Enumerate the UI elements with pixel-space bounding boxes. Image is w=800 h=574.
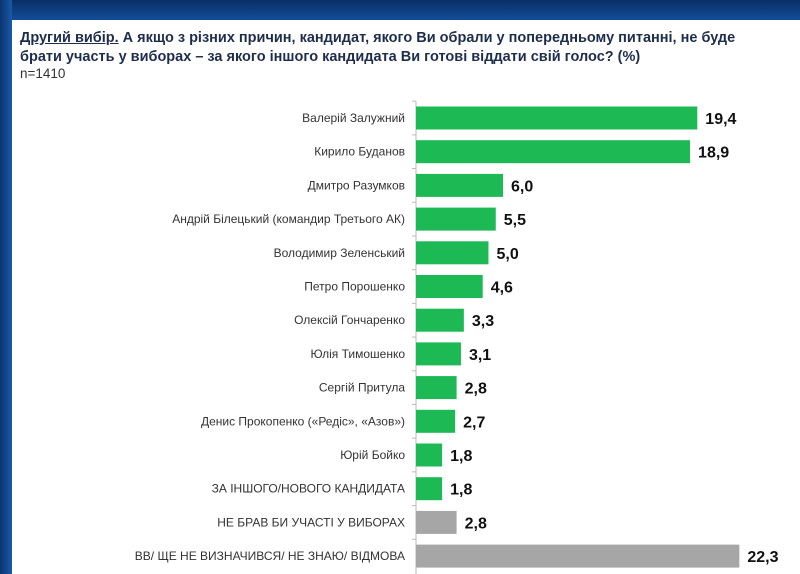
bar <box>416 376 457 400</box>
value-label: 18,9 <box>698 145 729 162</box>
value-label: 5,5 <box>504 212 526 229</box>
bar <box>416 173 503 197</box>
title-question: А якщо з різних причин, кандидат, якого … <box>20 30 736 65</box>
value-label: 22,3 <box>747 549 778 566</box>
bar <box>416 342 461 366</box>
category-label: Юлія Тимошенко <box>311 347 406 361</box>
category-label: Андрій Білецький (командир Третього АК) <box>172 212 405 226</box>
bar <box>416 207 496 231</box>
value-label: 4,6 <box>491 280 513 297</box>
bar <box>416 106 698 130</box>
category-label: Юрій Бойко <box>340 448 405 462</box>
value-label: 1,8 <box>450 448 472 465</box>
category-label: Кирило Буданов <box>314 145 405 159</box>
bar <box>416 241 489 265</box>
top-band <box>0 0 800 22</box>
left-band <box>0 0 12 574</box>
category-label: Володимир Зеленський <box>274 246 405 260</box>
category-label: Олексій Гончаренко <box>294 313 405 327</box>
value-label: 19,4 <box>705 111 736 128</box>
bar <box>416 544 740 568</box>
category-label: Петро Порошенко <box>304 280 405 294</box>
bar <box>416 308 464 332</box>
category-label: Денис Прокопенко («Редіс», «Азов») <box>201 414 405 428</box>
bar <box>416 443 443 467</box>
value-label: 6,0 <box>511 178 533 195</box>
value-label: 2,7 <box>463 414 485 431</box>
category-label: Дмитро Разумков <box>308 178 405 192</box>
bar <box>416 510 457 534</box>
category-label: ЗА ІНШОГО/НОВОГО КАНДИДАТА <box>212 482 405 496</box>
value-label: 3,1 <box>469 347 491 364</box>
bar <box>416 477 443 501</box>
sample-size: n=1410 <box>20 66 66 81</box>
value-label: 1,8 <box>450 482 472 499</box>
bar <box>416 275 483 298</box>
category-label: НЕ БРАВ БИ УЧАСТІ У ВИБОРАХ <box>217 515 405 529</box>
title-lead: Другий вибір. <box>20 30 119 46</box>
category-label: Сергій Притула <box>319 381 405 395</box>
bar <box>416 409 456 433</box>
category-label: Валерій Залужний <box>302 111 405 125</box>
bar <box>416 140 691 164</box>
value-label: 2,8 <box>465 381 487 398</box>
chart-title: Другий вибір. А якщо з різних причин, ка… <box>20 29 780 67</box>
value-label: 5,0 <box>497 246 519 263</box>
category-label: ВВ/ ЩЕ НЕ ВИЗНАЧИВСЯ/ НЕ ЗНАЮ/ ВІДМОВА <box>135 549 405 563</box>
value-label: 3,3 <box>472 313 494 330</box>
value-label: 2,8 <box>465 515 487 532</box>
